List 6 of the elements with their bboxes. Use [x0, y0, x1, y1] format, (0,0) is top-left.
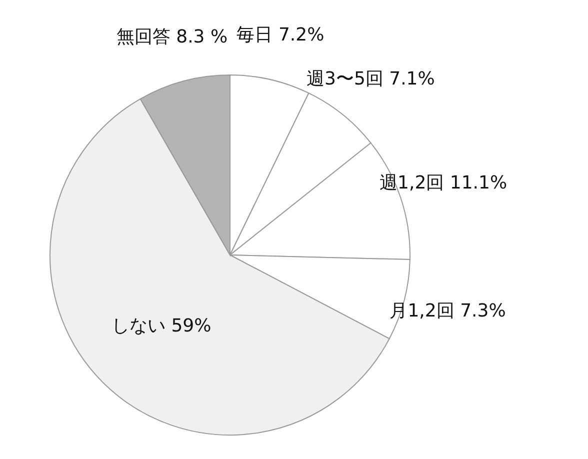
slice-label: しない 59%	[111, 315, 212, 336]
slice-label: 週1,2回 11.1%	[380, 172, 508, 194]
slice-label: 無回答 8.3 %	[116, 26, 228, 48]
slice-label: 週3〜5回 7.1%	[306, 68, 435, 90]
slice-label: 毎日 7.2%	[236, 24, 324, 46]
slice-label: 月1,2回 7.3%	[390, 300, 506, 322]
